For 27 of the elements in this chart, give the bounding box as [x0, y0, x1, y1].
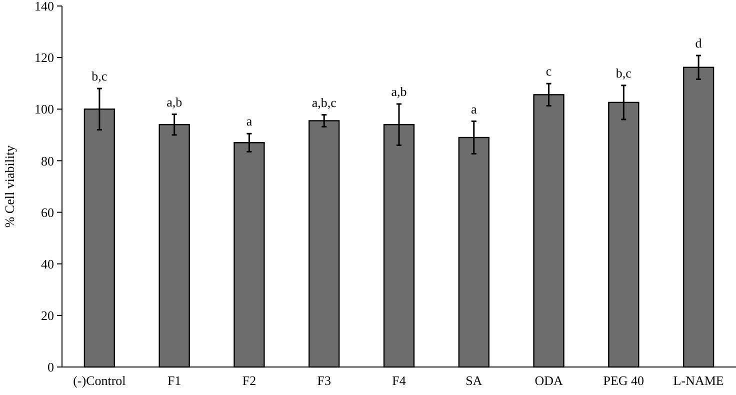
x-tick-label: SA — [466, 373, 483, 388]
annotation: a,b,c — [312, 94, 337, 110]
annotation: d — [695, 36, 702, 51]
x-tick-label: ODA — [534, 373, 564, 388]
x-tick-label: PEG 40 — [603, 373, 644, 388]
y-tick-label: 140 — [34, 0, 54, 14]
x-tick-label: F1 — [167, 373, 182, 388]
x-tick-label: F3 — [317, 373, 331, 388]
annotation: a — [246, 114, 252, 129]
x-tick-label: (-)Control — [73, 373, 126, 388]
annotation: b,c — [616, 65, 632, 80]
y-axis-title: % Cell viability — [2, 144, 17, 228]
annotation: a,b — [391, 84, 407, 99]
y-tick-label: 0 — [48, 360, 54, 375]
y-tick-label: 80 — [41, 153, 54, 168]
annotation: a,b — [166, 94, 182, 110]
x-tick-label: F4 — [392, 373, 406, 388]
annotation: b,c — [92, 68, 108, 84]
y-tick-label: 20 — [41, 308, 54, 323]
y-tick-label: 60 — [41, 204, 54, 220]
x-tick-label: L-NAME — [673, 373, 724, 388]
x-tick-label: F2 — [242, 373, 256, 388]
y-tick-label: 120 — [34, 50, 54, 66]
annotation: a — [471, 101, 477, 116]
y-tick-label: 40 — [41, 256, 54, 272]
annotation: c — [546, 64, 552, 79]
y-tick-label: 100 — [34, 102, 54, 117]
